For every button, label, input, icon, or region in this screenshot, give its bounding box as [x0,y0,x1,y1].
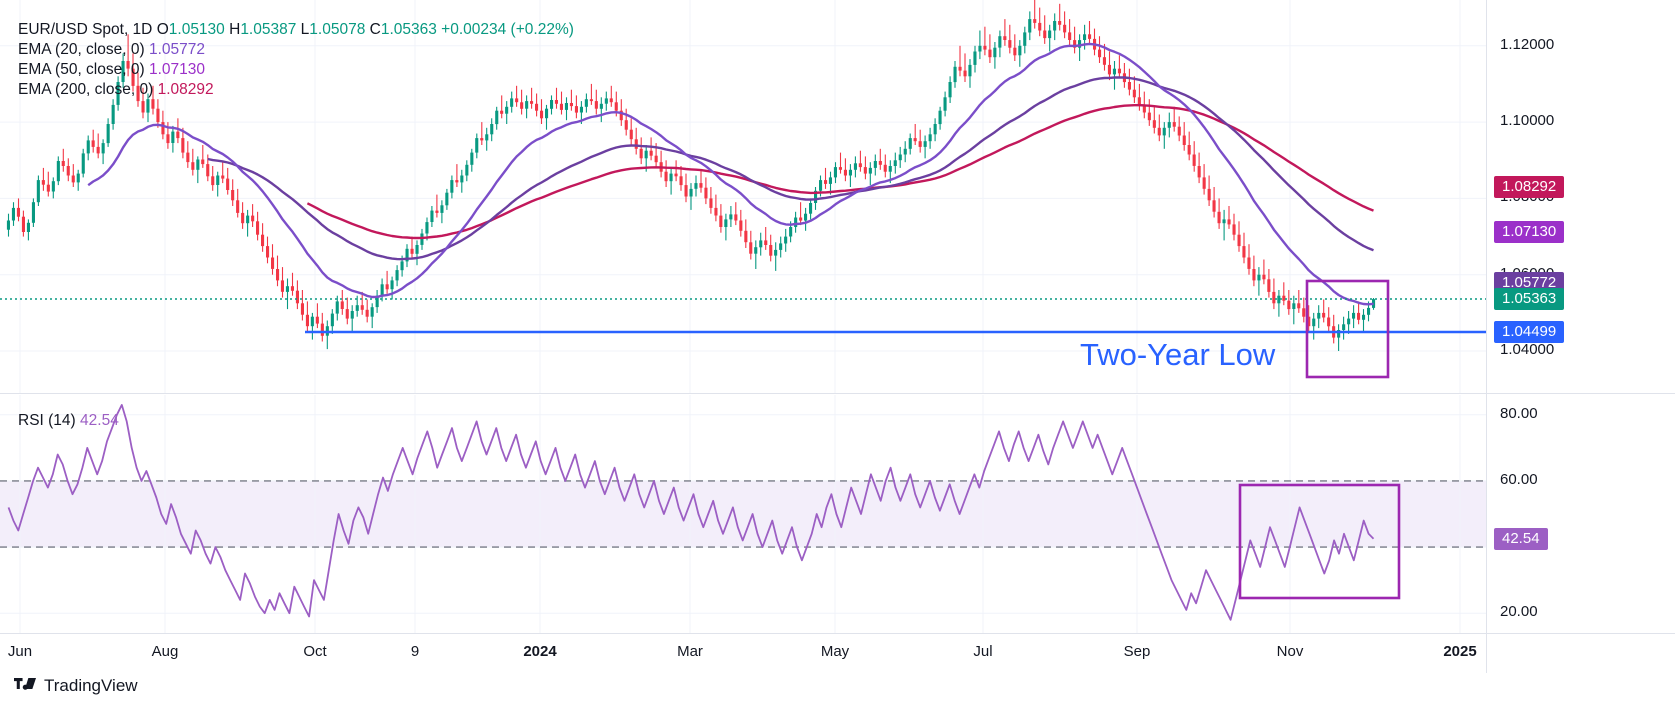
time-axis-label: Oct [303,643,327,660]
time-axis-label: Jul [973,643,993,660]
rsi-line [7,404,1375,621]
time-axis-label: Sep [1123,643,1151,660]
price-axis-badge: 1.05363 [1494,288,1565,310]
price-axis[interactable]: 1.120001.100001.080001.060001.040001.082… [1486,0,1675,393]
rsi-band [0,480,1486,547]
tradingview-logo-icon [14,678,36,690]
price-axis-badge: 1.04499 [1494,321,1565,343]
price-axis-tick: 1.12000 [1500,36,1555,53]
axis-divider [1486,0,1487,673]
time-axis-label: Mar [677,643,703,660]
price-highlight-box [1305,279,1390,379]
price-axis-tick: 1.04000 [1500,341,1555,358]
rsi-chart-pane[interactable] [0,395,1486,633]
rsi-axis-tick: 20.00 [1500,603,1538,620]
price-axis-badge: 1.07130 [1494,221,1565,243]
time-axis-divider [0,633,1675,634]
rsi-axis-tick: 60.00 [1500,471,1538,488]
rsi-highlight-box [1238,483,1401,600]
rsi-axis-tick: 80.00 [1500,405,1538,422]
price-chart-pane[interactable] [0,0,1486,393]
time-axis-label: 2024 [523,643,557,660]
time-axis-label: May [820,643,850,660]
ema20-line [87,42,1374,306]
tradingview-watermark: TradingView [14,676,138,696]
time-axis-label: 2025 [1443,643,1477,660]
price-axis-badge: 1.08292 [1494,176,1565,198]
ema50-line [207,76,1374,261]
price-axis-tick: 1.10000 [1500,112,1555,129]
pane-divider [0,393,1675,394]
rsi-axis-badge: 42.54 [1494,528,1548,550]
tradingview-label: TradingView [44,676,138,695]
time-axis-label: Aug [151,643,179,660]
time-axis-label: 9 [410,643,420,660]
candlestick-series [6,0,1376,351]
time-axis-label: Nov [1276,643,1304,660]
time-axis[interactable]: Jun Aug Oct 9 2024 Mar May Jul Sep Nov 2025 [0,633,1486,673]
time-axis-label: Jun [7,643,33,660]
two-year-low-annotation: Two-Year Low [1080,337,1276,372]
